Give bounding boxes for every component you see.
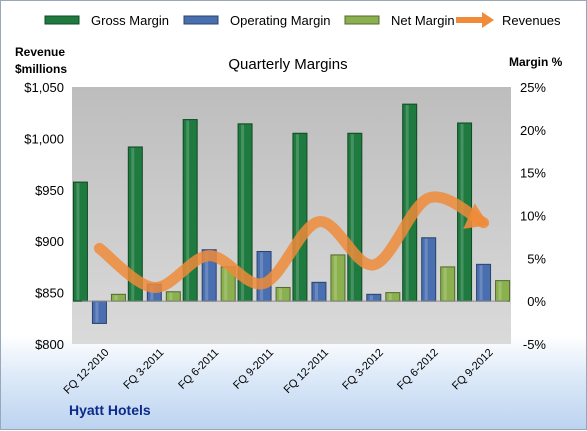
revenue-arrow-head (463, 203, 490, 229)
right-axis-tick-label: -5% (523, 337, 547, 352)
x-axis-tick-label: FQ 3-2012 (340, 347, 386, 393)
bar-highlight (114, 295, 118, 301)
bar-operating-margin (476, 263, 492, 302)
bar-gross-margin (292, 132, 308, 302)
bar-operating-margin (366, 293, 382, 302)
left-axis-tick-label: $800 (35, 337, 64, 352)
bar-highlight (205, 250, 209, 301)
x-axis-ticks: FQ 12-2010 FQ 3-2011 FQ 6-2011 FQ 9-2011 FQ … (62, 347, 496, 397)
bar-highlight (498, 281, 502, 301)
bar-highlight (295, 134, 299, 301)
right-axis-tick-label: 15% (520, 166, 546, 181)
bar-highlight (241, 124, 245, 301)
legend-label: Net Margin (391, 13, 455, 28)
right-axis-tick-label: 20% (520, 123, 546, 138)
bar-highlight (388, 293, 392, 301)
right-axis-title: Margin % (509, 55, 563, 69)
x-axis-tick-label: FQ 12-2011 (282, 347, 331, 396)
left-axis-tick-label: $1,050 (24, 80, 64, 95)
x-axis-tick-label: FQ 9-2011 (231, 347, 276, 392)
bar-gross-margin (72, 181, 88, 302)
revenue-line-group (93, 191, 490, 293)
x-axis-tick-label: FQ 3-2011 (121, 347, 166, 392)
legend-swatch-operating-margin (183, 15, 219, 25)
left-axis-tick-label: $950 (35, 183, 64, 198)
chart-title: Quarterly Margins (228, 56, 347, 73)
bar-operating-margin (311, 281, 327, 302)
legend-label: Gross Margin (91, 13, 169, 28)
bar-gross-margin (347, 132, 363, 302)
x-axis-tick-label: FQ 6-2012 (395, 347, 441, 393)
left-axis-tick-label: $900 (35, 234, 64, 249)
left-axis-ticks: $800 $850 $900 $950 $1,000 $1,050 (24, 80, 64, 352)
company-name: Hyatt Hotels (69, 402, 151, 418)
right-axis-tick-label: 10% (520, 209, 546, 224)
bar-highlight (369, 295, 373, 301)
bar-highlight (260, 252, 264, 301)
legend-swatch-net-margin (344, 15, 380, 25)
legend: Gross Margin Operating Margin Net Margin Re… (44, 12, 561, 28)
right-axis-tick-label: 0% (527, 294, 546, 309)
bar-highlight (479, 265, 483, 301)
left-axis-tick-label: $850 (35, 286, 64, 301)
bar-operating-margin (91, 300, 107, 324)
bar-net-margin (440, 266, 456, 302)
bar-highlight (424, 238, 428, 301)
bar-highlight (131, 147, 135, 301)
revenue-line (93, 191, 490, 293)
bar-operating-margin (421, 237, 437, 302)
bar-highlight (350, 134, 354, 301)
legend-swatch-gross-margin (44, 15, 80, 25)
bar-highlight (186, 120, 190, 301)
bar-net-margin (385, 292, 401, 302)
bar-highlight (405, 105, 409, 301)
x-axis-tick-label: FQ 9-2012 (450, 347, 496, 393)
legend-label: Operating Margin (230, 13, 330, 28)
x-axis-tick-label: FQ 6-2011 (176, 347, 221, 392)
right-axis-tick-label: 5% (527, 251, 546, 266)
bar-net-margin (165, 291, 181, 302)
bar-highlight (76, 183, 80, 301)
bar-highlight (279, 288, 283, 301)
left-axis-title-line2: $millions (15, 62, 67, 76)
right-axis-tick-label: 25% (520, 80, 546, 95)
legend-arrow-icon (482, 12, 494, 28)
bar-highlight (443, 267, 447, 301)
bar-highlight (169, 292, 173, 301)
bar-highlight (95, 302, 99, 323)
bar-highlight (224, 267, 228, 301)
legend-label: Revenues (502, 13, 561, 28)
x-axis-tick-label: FQ 12-2010 (62, 347, 112, 397)
right-axis-ticks: -5% 0% 5% 10% 15% 20% 25% (520, 80, 546, 352)
left-axis-title-line1: Revenue (15, 45, 65, 59)
bar-net-margin (275, 286, 291, 302)
bar-highlight (314, 283, 318, 301)
bar-net-margin (330, 254, 346, 302)
left-axis-tick-label: $1,000 (24, 131, 64, 146)
bar-net-margin (495, 280, 511, 302)
bar-highlight (333, 255, 337, 301)
bar-net-margin (110, 293, 126, 302)
